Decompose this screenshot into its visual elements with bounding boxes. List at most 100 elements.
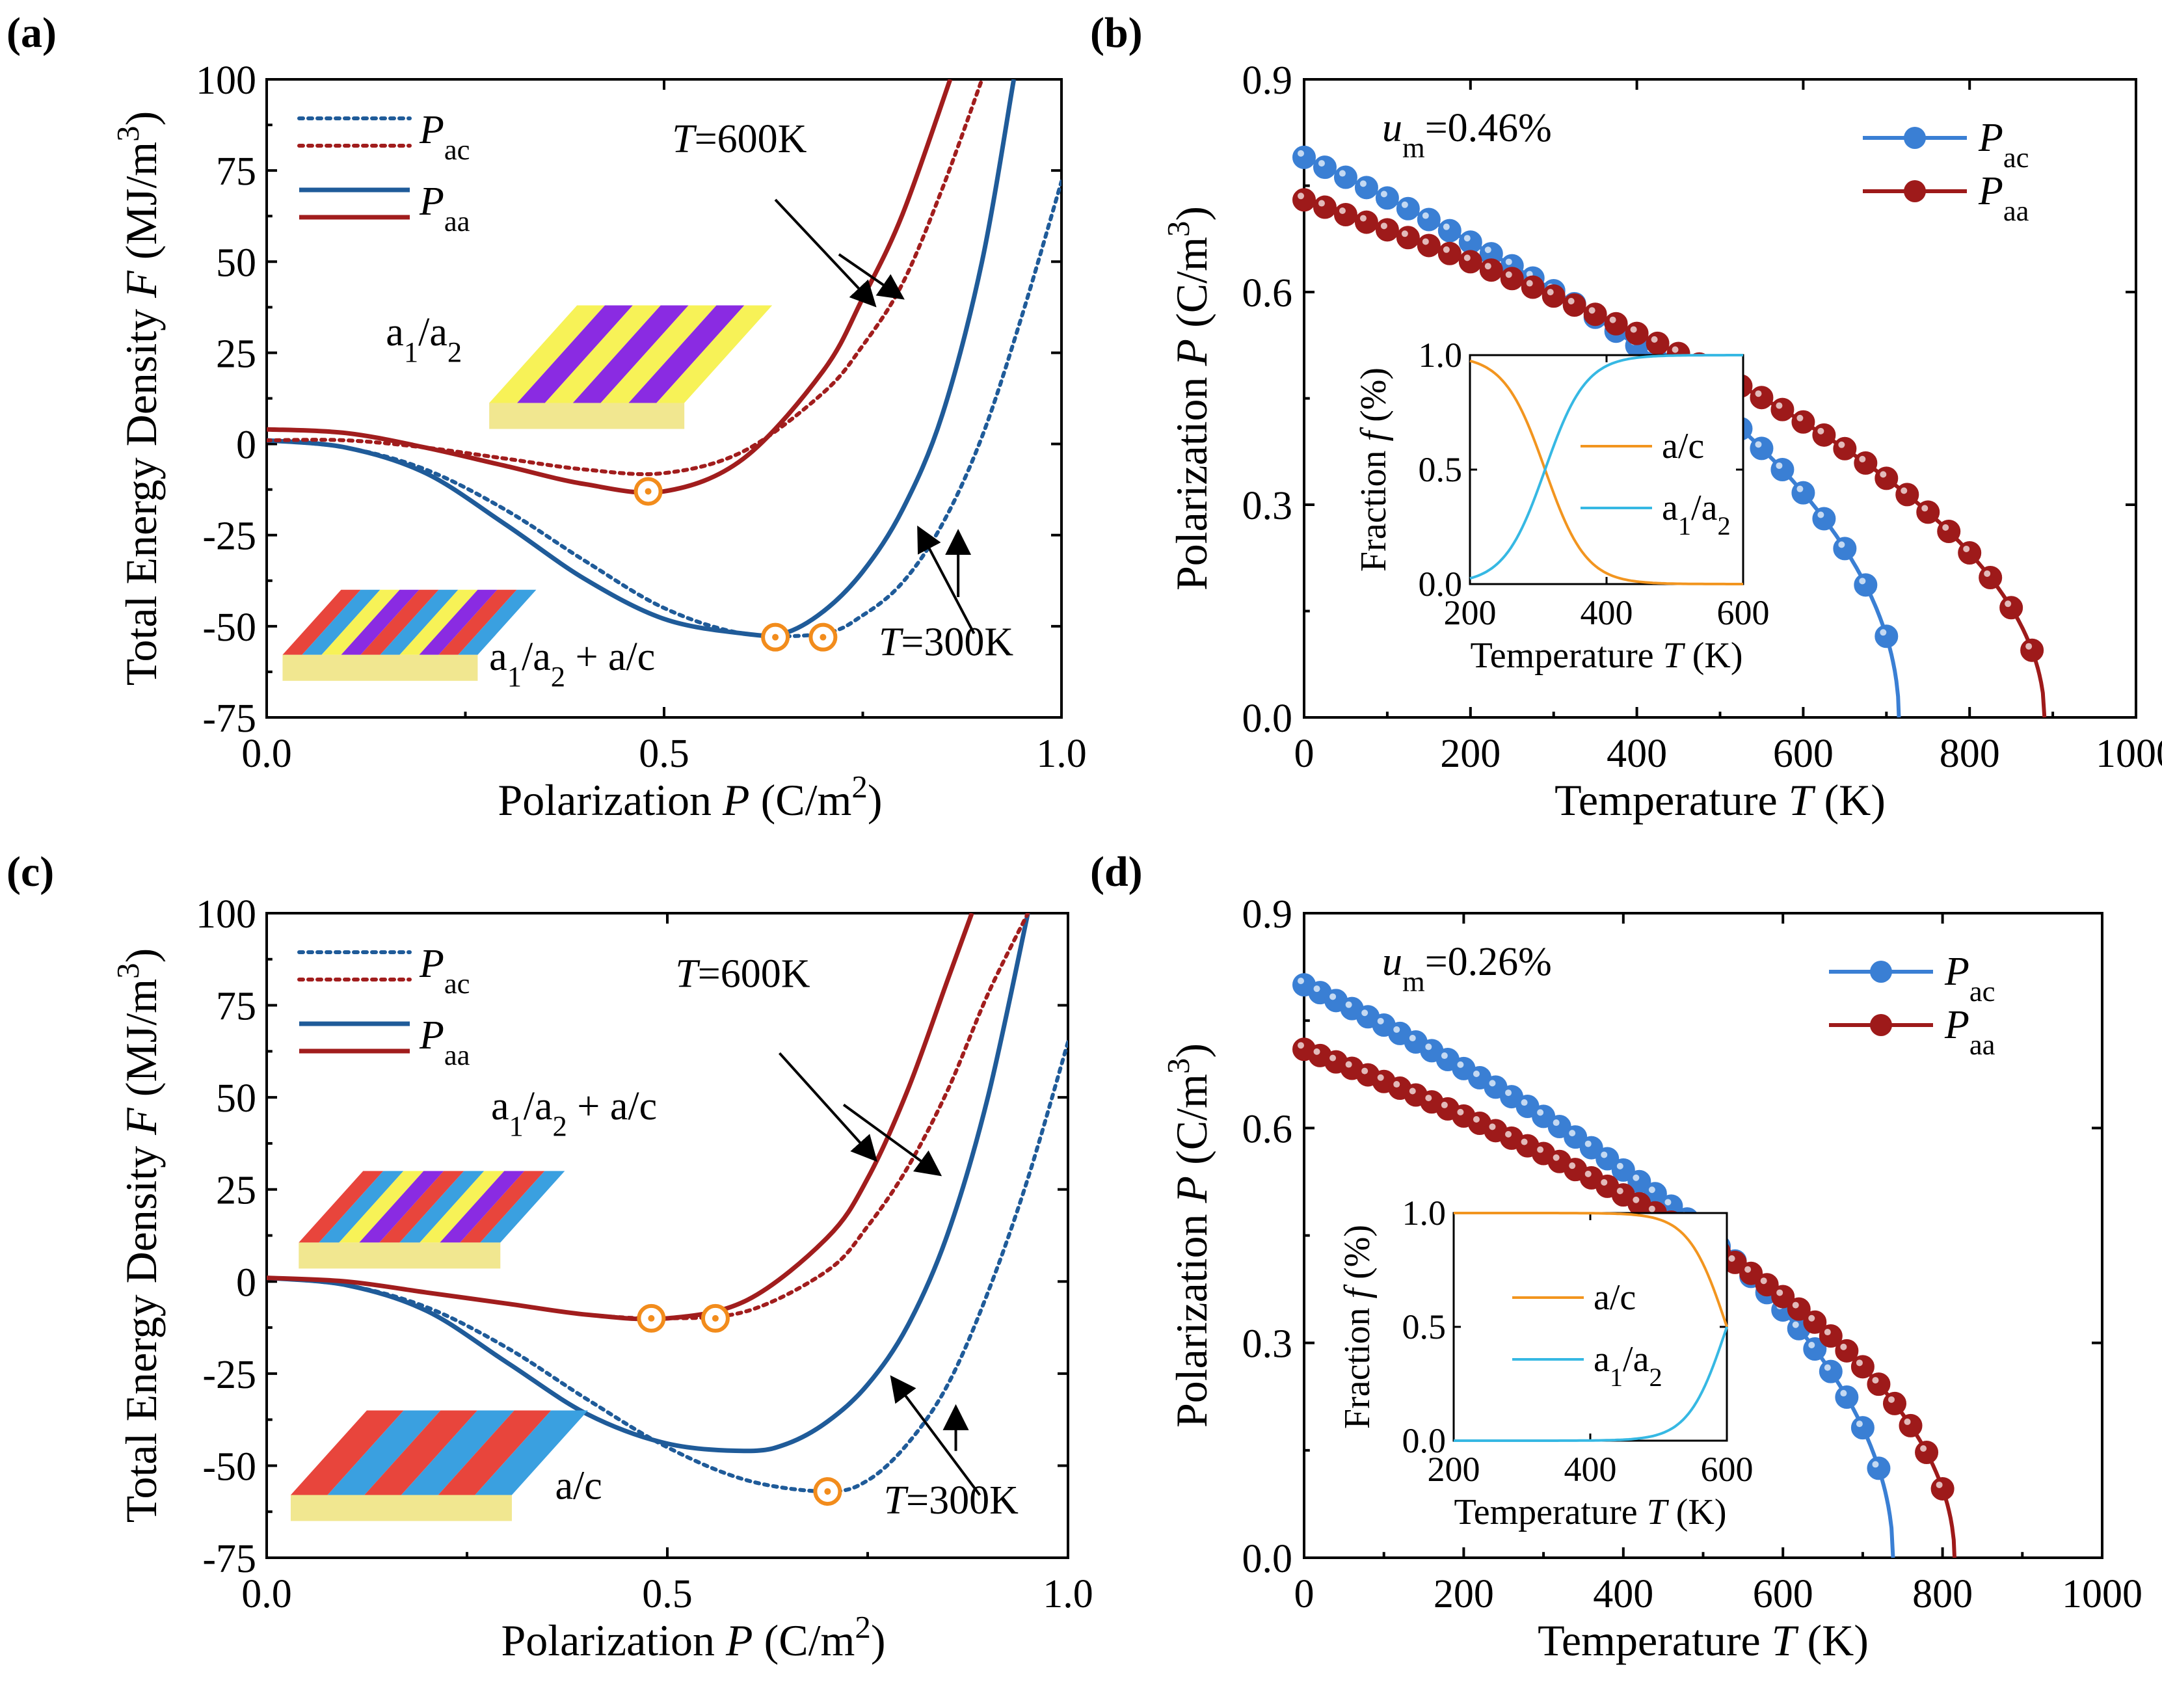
data-point-highlight [1601, 1179, 1608, 1186]
data-point-highlight [1568, 298, 1575, 305]
data-point-highlight [1457, 1061, 1464, 1068]
inset-chart: 200 400 600 0.0 0.5 1.0 Temperature T (K) Fract… [1337, 1194, 1754, 1532]
legend-marker-ac [1904, 127, 1926, 149]
data-point-highlight [1776, 462, 1783, 469]
text-span: ( [1813, 775, 1839, 825]
stripe [327, 1410, 441, 1495]
data-point-highlight [1505, 258, 1512, 265]
minimum-marker-dot [824, 1488, 831, 1495]
y-tick-label: 50 [216, 1076, 256, 1121]
data-point-highlight [1609, 316, 1616, 323]
text-span: Polarization [498, 775, 723, 825]
minimum-marker-dot [648, 1314, 655, 1322]
x-tick-label: 200 [1444, 593, 1497, 632]
data-point-highlight [1401, 201, 1408, 208]
data-point-P-aa [1854, 451, 1878, 475]
text-span: Total Energy Density [116, 1135, 166, 1523]
data-point-P-ac [1333, 165, 1357, 189]
text-span: ( [1167, 1150, 1216, 1176]
data-point-highlight [1489, 1123, 1496, 1130]
text-span: aa [444, 1039, 470, 1071]
text-span: 3 [110, 963, 146, 978]
stripe [302, 589, 380, 655]
slab-front [290, 1495, 512, 1521]
illustration-ac [290, 1410, 588, 1521]
data-point-highlight [1792, 1301, 1799, 1309]
text-span: a [1662, 488, 1678, 528]
data-point-P-aa [1812, 423, 1836, 447]
data-point-P-aa [1899, 1413, 1923, 1437]
data-point-highlight [1796, 485, 1804, 492]
legend-label-pac: Pac [419, 942, 470, 1000]
text-span: 2 [855, 1609, 870, 1645]
y-tick-label: 75 [216, 985, 256, 1029]
y-tick-label: 0.0 [1419, 565, 1463, 604]
text-span: MJ/m [116, 979, 166, 1082]
text-span: P [1978, 116, 2003, 160]
data-point-highlight [1422, 238, 1429, 245]
text-span: 2 [1717, 511, 1730, 540]
stripe [517, 305, 633, 403]
text-span: K [1704, 635, 1730, 676]
data-point-P-aa [2020, 638, 2044, 662]
panel-tag-d: (d) [1090, 848, 1143, 896]
data-point-highlight [1569, 1162, 1576, 1169]
text-span: Temperature [1470, 635, 1662, 676]
y-tick-label: 0.6 [1242, 271, 1293, 315]
x-tick-label: 0 [1294, 732, 1315, 776]
data-point-highlight [1547, 289, 1554, 296]
x-tick-label: 600 [1717, 593, 1770, 632]
text-span: T [675, 952, 701, 996]
x-tick-label: 600 [1773, 732, 1834, 776]
annotation-300k: T=300K [879, 620, 1013, 665]
data-point-P-aa [1500, 267, 1524, 291]
data-point-highlight [1648, 1205, 1655, 1212]
text-span: MJ/m [116, 142, 166, 245]
data-point-P-aa [1604, 312, 1628, 336]
data-point-highlight [1318, 200, 1325, 207]
data-point-highlight [1463, 254, 1471, 261]
data-point-P-aa [1958, 540, 1982, 565]
text-span: =0.46% [1425, 106, 1552, 150]
y-tick-label: -75 [202, 697, 256, 741]
text-span: =300K [901, 620, 1013, 665]
x-tick-label: 200 [1434, 1572, 1494, 1616]
panel-c-energy-chart: 0.0 0.5 1.0 -75 -50 -25 0 25 50 75 100 Polarization… [110, 892, 1093, 1665]
data-point-P-ac [1375, 186, 1399, 210]
x-tick-label: 200 [1428, 1450, 1480, 1489]
text-span: 3 [110, 126, 146, 141]
text-span: P [1944, 950, 1969, 994]
series-line-P-ac-600K [267, 913, 1030, 1321]
x-tick-label: 400 [1581, 593, 1633, 632]
stripe [380, 589, 459, 655]
data-point-highlight [1441, 1052, 1448, 1060]
data-point-P-aa [1541, 284, 1566, 308]
data-point-highlight [1298, 1042, 1304, 1049]
text-span: ) [116, 948, 166, 963]
text-span: ac [1969, 975, 1995, 1007]
text-span: C/m [775, 775, 851, 825]
text-span: Polarization [1167, 1203, 1216, 1428]
data-point-highlight [1463, 235, 1471, 242]
data-point-highlight [1904, 1418, 1911, 1425]
inset-line-a-c [1454, 1212, 1728, 1328]
data-point-P-aa [1354, 210, 1378, 234]
data-point-P-aa [1930, 1476, 1955, 1501]
y-axis-label: Polarization P (C/m3) [1160, 206, 1217, 591]
stripe [544, 305, 661, 403]
inset-legend-label: a1/a2 [1662, 488, 1731, 540]
data-point-highlight [1339, 170, 1346, 177]
data-point-highlight [1345, 1061, 1352, 1068]
data-point-highlight [1859, 455, 1866, 462]
stripe [364, 1410, 477, 1495]
y-tick-label: 0.3 [1242, 484, 1293, 528]
stripe [419, 589, 498, 655]
text-span: =600K [695, 117, 807, 161]
data-point-highlight [1616, 1162, 1623, 1169]
y-tick-label: 0 [236, 1261, 256, 1305]
text-span: P [419, 180, 444, 224]
x-tick-label: 1.0 [1036, 732, 1087, 776]
